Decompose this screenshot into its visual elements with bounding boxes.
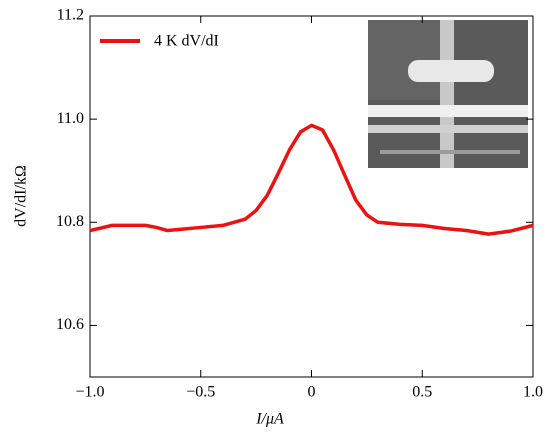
x-axis-label: I/μA <box>255 411 284 428</box>
x-tick-label: −1.0 <box>75 384 104 401</box>
y-axis-label: dV/dI/kΩ <box>13 165 30 227</box>
x-tick-label: 0 <box>308 384 316 401</box>
x-tick-label: −0.5 <box>186 384 215 401</box>
x-tick-label: 1.0 <box>523 384 543 401</box>
y-tick-label: 11.2 <box>57 7 84 24</box>
inset-image <box>368 20 528 168</box>
data-line <box>89 123 534 236</box>
y-tick-label: 11.0 <box>57 110 84 127</box>
y-tick-label: 10.8 <box>56 213 84 230</box>
legend-label: 4 K dV/dI <box>154 33 219 50</box>
x-tick-label: 0.5 <box>412 384 432 401</box>
y-tick-label: 10.6 <box>56 316 84 333</box>
